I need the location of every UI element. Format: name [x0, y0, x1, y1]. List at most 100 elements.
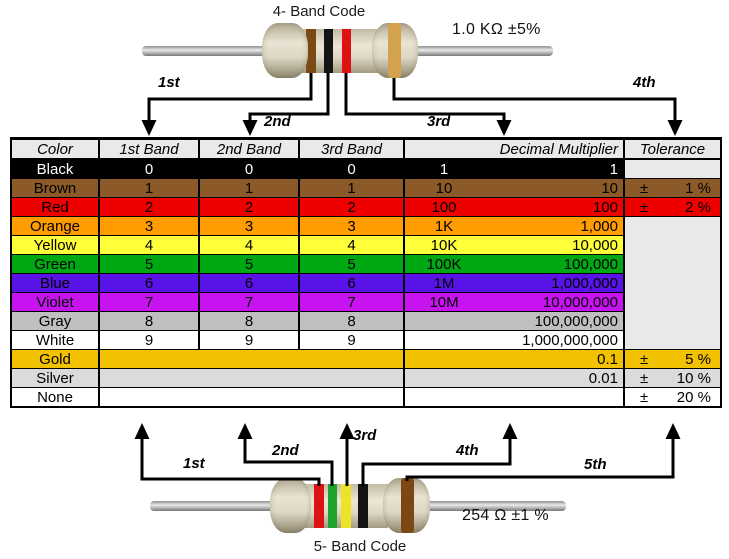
tolerance-value: 1 %	[685, 179, 711, 197]
band-cells-blank	[98, 349, 405, 369]
band1-cell: 5	[98, 254, 200, 274]
band3-cell: 0	[298, 158, 405, 179]
plus-minus-sign: ±	[640, 369, 649, 387]
band3-cell: 6	[298, 273, 405, 293]
plus-minus-sign: ±	[640, 350, 649, 368]
bottom-arrow-label-4th: 4th	[456, 442, 479, 459]
resistor5-band-yellow	[341, 484, 351, 528]
multiplier-value: 0.01	[588, 369, 618, 387]
tolerance-blank-cell	[623, 158, 722, 179]
plus-minus-sign: ±	[640, 388, 649, 406]
five-band-value-label: 254 Ω ±1 %	[462, 507, 549, 524]
band2-cell: 6	[198, 273, 300, 293]
decimal-multiplier-cell: 100K 100,000	[403, 254, 625, 274]
color-name-cell: Blue	[10, 273, 100, 293]
table-row-silver: Silver 0.01 ±10 %	[10, 368, 722, 388]
table-row-none: None ±20 %	[10, 387, 722, 408]
table-row-brown: Brown 1 1 1 10 10 ±1 %	[10, 178, 722, 198]
bottom-arrowhead-4th	[502, 423, 518, 439]
multiplier-value: 100,000	[563, 255, 618, 273]
color-name-cell: Gold	[10, 349, 100, 369]
multiplier-value: 10,000	[572, 236, 618, 254]
decimal-multiplier-cell: 10M 10,000,000	[403, 292, 625, 312]
header-1st-band: 1st Band	[98, 137, 200, 160]
tolerance-blank-merged-cell	[623, 216, 722, 350]
multiplier-value: 10	[601, 179, 618, 197]
bottom-arrow-label-3rd: 3rd	[353, 427, 377, 444]
color-code-table: Color 1st Band 2nd Band 3rd Band Decimal…	[10, 137, 722, 408]
band-cells-blank	[98, 368, 405, 388]
table-row-blue: Blue 6 6 6 1M 1,000,000	[10, 273, 721, 293]
top-arrow-3rd-line	[344, 73, 506, 121]
color-name-cell: Orange	[10, 216, 100, 236]
band2-cell: 2	[198, 197, 300, 217]
tolerance-value: 5 %	[685, 350, 711, 368]
band2-cell: 7	[198, 292, 300, 312]
band3-cell: 3	[298, 216, 405, 236]
color-name-cell: Green	[10, 254, 100, 274]
decimal-multiplier-cell: 0.1	[403, 349, 625, 369]
table-row-gray: Gray 8 8 8 100,000,000	[10, 311, 721, 331]
tolerance-cell: ±5 %	[623, 349, 722, 369]
top-arrow-lines	[147, 73, 677, 121]
resistor4-band-red	[342, 29, 351, 73]
band3-cell: 9	[298, 330, 405, 350]
resistor4-band-black	[324, 29, 333, 73]
color-name-cell: None	[10, 387, 100, 408]
table-row-red: Red 2 2 2 100 100 ±2 %	[10, 197, 722, 217]
color-name-cell: Violet	[10, 292, 100, 312]
multiplier-value: 1,000,000	[551, 274, 618, 292]
top-arrow-label-1st: 1st	[158, 74, 180, 91]
multiplier-value: 0.1	[597, 350, 618, 368]
decimal-multiplier-cell: 10K 10,000	[403, 235, 625, 255]
band1-cell: 4	[98, 235, 200, 255]
tolerance-cell: ±10 %	[623, 368, 722, 388]
table-row-yellow: Yellow 4 4 4 10K 10,000	[10, 235, 721, 255]
tolerance-cell: ±1 %	[623, 178, 722, 198]
multiplier-value: 1,000,000,000	[522, 331, 618, 349]
bottom-arrow-heads	[134, 423, 681, 439]
resistor5-band-black	[358, 484, 368, 528]
top-arrow-label-2nd: 2nd	[264, 113, 291, 130]
band2-cell: 8	[198, 311, 300, 331]
resistor4-band-gold	[388, 23, 401, 78]
multiplier-shorthand: 100	[431, 198, 457, 216]
decimal-multiplier-cell: 0.01	[403, 368, 625, 388]
decimal-multiplier-cell: 1,000,000,000	[403, 330, 625, 350]
color-name-cell: Black	[10, 158, 100, 179]
table-row-white: White 9 9 9 1,000,000,000	[10, 330, 721, 350]
multiplier-shorthand: 100K	[426, 255, 462, 273]
table-row-orange: Orange 3 3 3 1K 1,000	[10, 216, 722, 350]
table-row-gold: Gold 0.1 ±5 %	[10, 349, 722, 369]
top-arrowhead-3rd	[496, 120, 512, 136]
tolerance-cell: ±20 %	[623, 387, 722, 408]
plus-minus-sign: ±	[640, 179, 649, 197]
band3-cell: 7	[298, 292, 405, 312]
bottom-arrow-4th-line	[361, 438, 512, 486]
band1-cell: 3	[98, 216, 200, 236]
band1-cell: 7	[98, 292, 200, 312]
band1-cell: 8	[98, 311, 200, 331]
top-arrowhead-2nd	[242, 120, 258, 136]
bottom-arrow-label-5th: 5th	[584, 456, 607, 473]
header-tolerance: Tolerance	[623, 137, 722, 160]
band3-cell: 8	[298, 311, 405, 331]
resistor5-band-brown	[401, 478, 414, 533]
top-arrow-heads	[141, 120, 683, 136]
tolerance-value: 10 %	[676, 369, 711, 387]
band2-cell: 9	[198, 330, 300, 350]
header-2nd-band: 2nd Band	[198, 137, 300, 160]
decimal-multiplier-cell: 1K 1,000	[403, 216, 625, 236]
band1-cell: 2	[98, 197, 200, 217]
five-band-title: 5- Band Code	[313, 538, 407, 555]
multiplier-value: 1,000	[580, 217, 618, 235]
top-arrowhead-4th	[667, 120, 683, 136]
resistor5-band-green	[328, 484, 337, 528]
multiplier-shorthand: 1M	[433, 274, 455, 292]
table-header-row: Color 1st Band 2nd Band 3rd Band Decimal…	[10, 137, 722, 160]
decimal-multiplier-cell: 10 10	[403, 178, 625, 198]
multiplier-shorthand: 10	[435, 179, 453, 197]
resistor5-band-red	[314, 484, 324, 528]
